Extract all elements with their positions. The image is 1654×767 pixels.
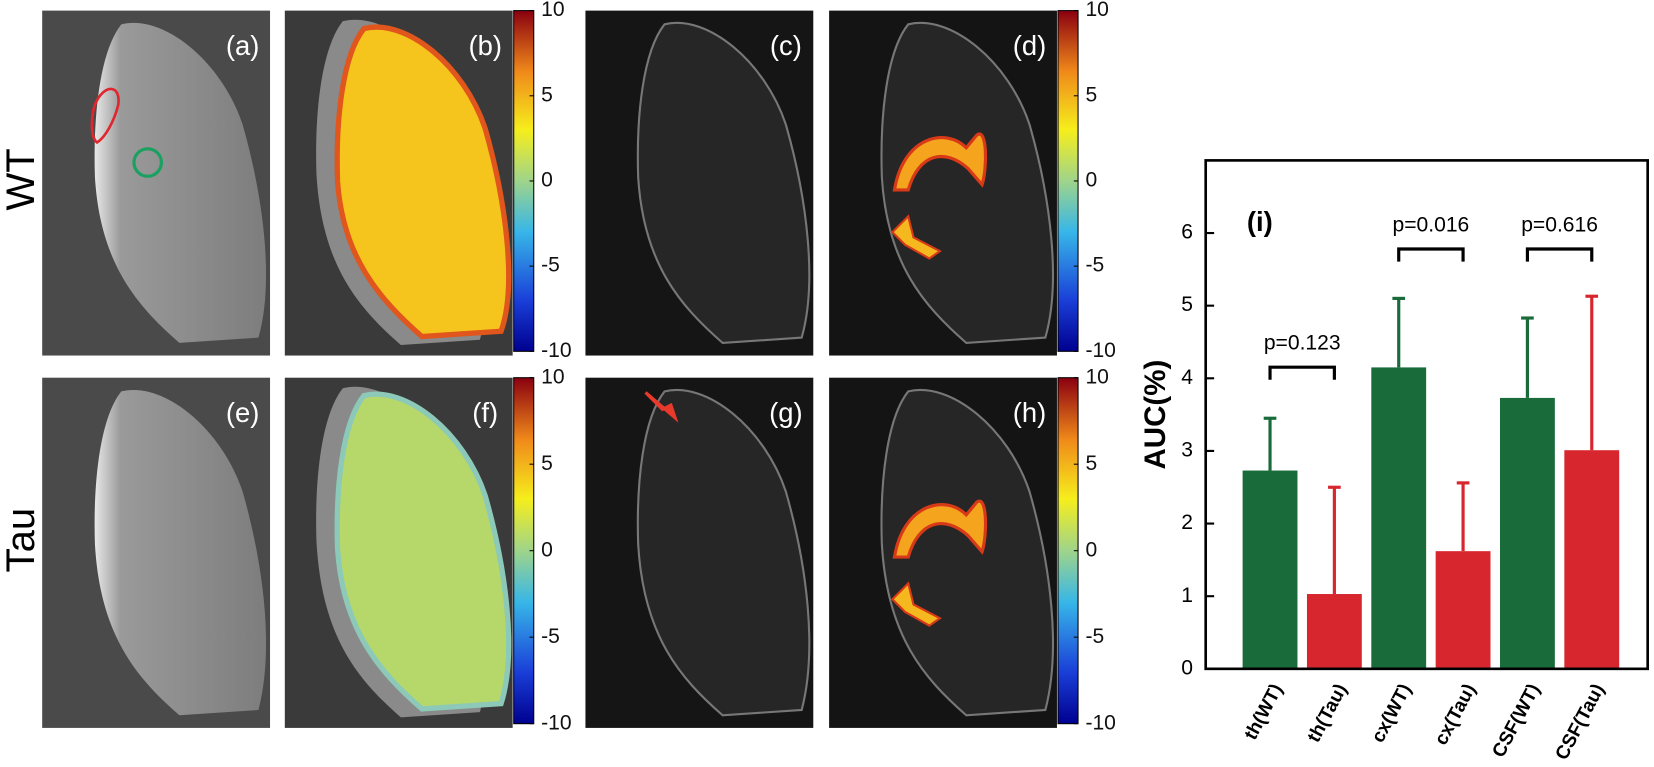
bar [1564,450,1620,669]
panel-label: (e) [226,397,259,428]
colorbar-tick-label: 0 [1085,538,1097,561]
y-tick-label: 2 [1181,511,1193,534]
arrow [644,391,679,423]
panel-label: (a) [226,30,259,61]
bar [1306,594,1362,669]
y-tick-label: 5 [1181,293,1193,316]
overlay [892,499,988,559]
colorbar-tick-label: 10 [541,0,564,21]
bar [1242,470,1298,669]
error-bar [1328,485,1341,595]
y-tick-label: 0 [1181,656,1193,679]
brain [94,389,267,716]
colorbar-tick-label: -10 [541,711,571,734]
roi-contour [90,87,120,145]
brain [880,21,1055,344]
row-label: Tau [0,508,43,573]
overlay [892,132,988,192]
x-tick-label: cx(Tau) [1431,681,1481,749]
significance-bracket [1397,247,1465,262]
panel-label: (f) [472,397,498,428]
colorbar-tick-label: 5 [541,83,553,106]
image-panels: (a) (b) 10 5 0 -5 -10 (c) (d) 10 5 0 -5 -10 (e) (f) 10 5 0… [42,0,1116,734]
x-tick-label: th(Tau) [1304,681,1352,746]
y-tick-label: 3 [1181,439,1193,462]
panel-label: (d) [1013,30,1047,61]
error-bar [1585,294,1599,451]
roi-contour [132,147,163,178]
x-tick-label: CSF(Tau) [1552,681,1609,764]
significance-bracket [1525,247,1594,262]
colorbar-tick-label: 5 [541,452,553,475]
overlay [890,214,942,260]
bar-chart: 0 1 2 3 4 5 6 th(WT) th(Tau) cx(WT) cx(Tau) CSF(WT)… [1139,159,1649,764]
error-bar [1392,296,1406,368]
colorbar-tick-label: -10 [1085,711,1115,734]
colorbar-tick-label: 5 [1085,83,1097,106]
axes-frame [1204,159,1649,671]
p-value: p=0.123 [1264,332,1341,355]
bar [1371,367,1427,669]
bar [1499,397,1555,669]
x-tick-label: CSF(WT) [1489,681,1545,762]
colorbar-tick-label: -5 [541,254,560,277]
brain [636,388,811,717]
y-tick-label: 1 [1181,584,1193,607]
error-bar [1263,416,1277,471]
p-value: p=0.616 [1521,213,1598,236]
colorbar-tick-label: 10 [1085,0,1108,21]
colorbar-tick-label: 10 [541,365,564,388]
overlay [890,581,942,627]
panel-label: (c) [770,30,802,61]
panel-label: (g) [769,397,803,428]
error-bar [1521,316,1534,398]
y-axis-label: AUC(%) [1139,360,1172,470]
y-tick-label: 6 [1181,221,1193,244]
colorbar-tick-label: 5 [1085,452,1097,475]
colorbar-tick-label: -10 [1085,339,1115,362]
significance-bracket [1268,365,1336,380]
x-tick-label: cx(WT) [1368,681,1416,747]
panel-label: (h) [1013,397,1047,428]
brain [880,388,1055,717]
brain [636,21,811,344]
parametric-map [334,24,512,340]
p-value: p=0.016 [1393,213,1470,236]
error-bar [1456,481,1470,552]
panel-label: (b) [468,30,502,61]
colorbar-tick-label: 0 [541,538,553,561]
bar [1435,551,1491,669]
colorbar-tick-label: -5 [1085,254,1104,277]
colorbar-tick-label: 10 [1085,365,1108,388]
colorbar-tick-label: 0 [541,169,553,192]
colorbar-tick-label: -5 [541,625,560,648]
x-tick-label: th(WT) [1241,681,1288,744]
colorbar-tick-label: -10 [541,339,571,362]
colorbar-tick-label: -5 [1085,625,1104,648]
row-label: WT [0,148,43,210]
colorbar-tick-label: 0 [1085,169,1097,192]
y-tick-label: 4 [1181,366,1193,389]
parametric-map [334,391,512,712]
panel-label: (i) [1247,206,1273,237]
brain [94,22,267,343]
